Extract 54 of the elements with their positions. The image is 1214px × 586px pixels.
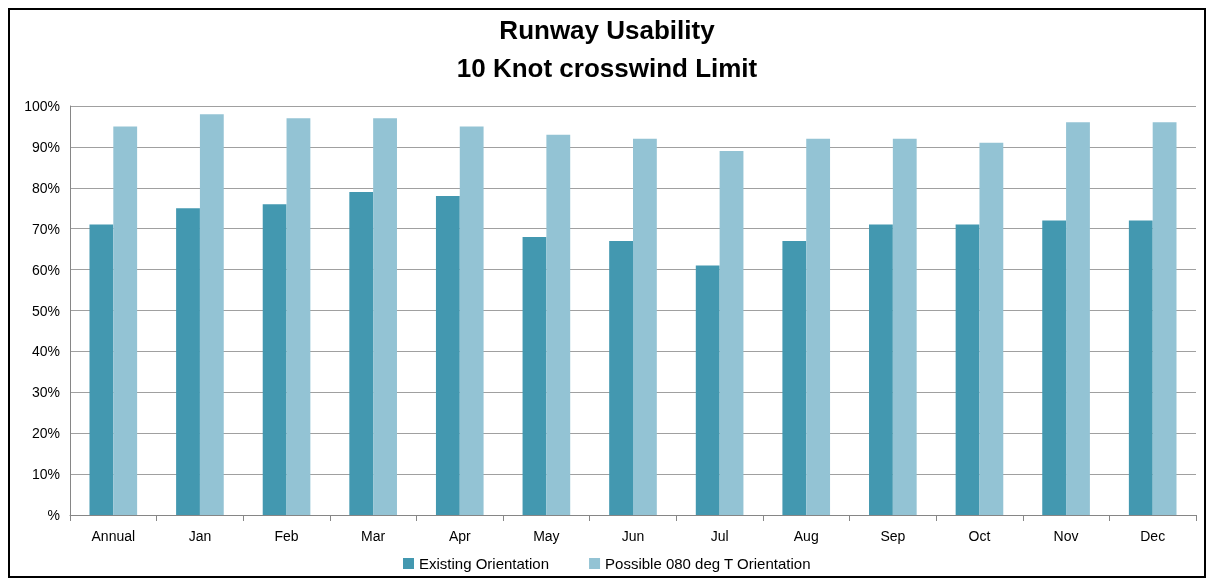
bar bbox=[262, 204, 287, 515]
bar bbox=[89, 224, 114, 515]
bar bbox=[1152, 122, 1177, 515]
y-tick-label: 70% bbox=[31, 220, 60, 237]
x-tick-label: Annual bbox=[91, 528, 136, 544]
y-tick-label: 30% bbox=[31, 384, 60, 401]
bar bbox=[633, 138, 657, 515]
x-tick-label: Aug bbox=[793, 528, 819, 544]
legend-label: Possible 080 deg T Orientation bbox=[605, 555, 811, 572]
bar bbox=[892, 138, 917, 515]
bar bbox=[286, 118, 311, 515]
bar bbox=[113, 126, 138, 515]
bar bbox=[695, 265, 720, 515]
y-tick-label: 10% bbox=[31, 466, 60, 483]
x-tick-label: Jun bbox=[621, 528, 645, 544]
y-tick-label: 50% bbox=[31, 302, 60, 319]
bar bbox=[1128, 220, 1153, 515]
bar bbox=[979, 142, 1004, 515]
bar bbox=[349, 191, 374, 515]
y-tick-label: 20% bbox=[31, 425, 60, 442]
bar bbox=[782, 240, 807, 515]
y-tick-label: 60% bbox=[31, 261, 60, 278]
bar bbox=[546, 134, 571, 515]
bar bbox=[869, 224, 893, 515]
x-tick-label: Mar bbox=[361, 528, 386, 544]
y-tick-label: 40% bbox=[31, 343, 60, 360]
x-tick-label: Apr bbox=[448, 528, 471, 544]
bar bbox=[955, 224, 980, 515]
x-tick-label: Jul bbox=[710, 528, 729, 544]
bar bbox=[806, 138, 831, 515]
bar bbox=[459, 126, 484, 515]
x-tick-label: Feb bbox=[274, 528, 299, 544]
y-tick-label: 80% bbox=[31, 179, 60, 196]
bar bbox=[719, 150, 744, 515]
legend-label: Existing Orientation bbox=[418, 555, 550, 572]
bar bbox=[1042, 220, 1067, 515]
chart-subtitle: 10 Knot crosswind Limit bbox=[456, 53, 758, 83]
bar bbox=[373, 118, 397, 515]
x-tick-label: Nov bbox=[1053, 528, 1079, 544]
bar bbox=[609, 240, 633, 515]
x-tick-label: Dec bbox=[1140, 528, 1166, 544]
bar bbox=[176, 208, 200, 515]
bar bbox=[435, 195, 460, 515]
bar bbox=[522, 236, 547, 515]
x-tick-label: May bbox=[533, 528, 560, 544]
bar bbox=[1066, 122, 1090, 515]
y-tick-label: 100% bbox=[24, 98, 60, 114]
bar bbox=[199, 114, 224, 515]
x-tick-label: Sep bbox=[880, 528, 906, 544]
x-tick-label: Oct bbox=[968, 528, 991, 544]
y-tick-label: % bbox=[47, 507, 60, 523]
x-tick-label: Jan bbox=[188, 528, 212, 544]
y-tick-label: 90% bbox=[31, 138, 60, 155]
chart-title: Runway Usability bbox=[499, 15, 716, 45]
